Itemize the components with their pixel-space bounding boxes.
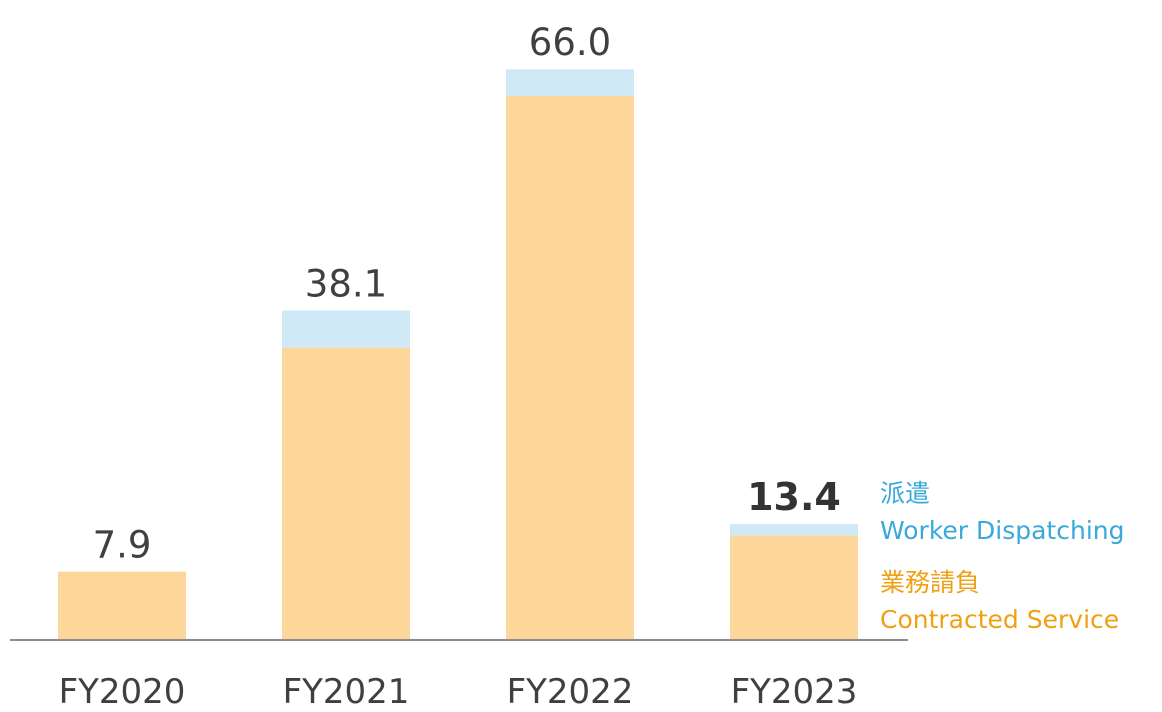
legend-label-ja: 業務請負 <box>880 568 980 597</box>
x-tick-label: FY2020 <box>59 672 186 712</box>
legend-label-ja: 派遣 <box>880 479 930 508</box>
legend-label: Worker Dispatching <box>880 516 1124 545</box>
bar-segment <box>730 524 858 536</box>
legend-label: Contracted Service <box>880 605 1119 634</box>
total-label: 66.0 <box>529 21 611 64</box>
total-label: 13.4 <box>747 475 841 519</box>
bar-segment <box>58 571 186 640</box>
x-tick-label: FY2022 <box>507 672 634 712</box>
total-label: 7.9 <box>93 524 152 567</box>
bar-segment <box>506 96 634 640</box>
x-tick-label: FY2023 <box>731 672 858 712</box>
x-tick-label: FY2021 <box>283 672 410 712</box>
bar-segment <box>730 535 858 640</box>
bar-segment <box>282 310 410 348</box>
total-label: 38.1 <box>305 262 387 305</box>
bar-segment <box>506 69 634 96</box>
bar-segment <box>282 347 410 640</box>
